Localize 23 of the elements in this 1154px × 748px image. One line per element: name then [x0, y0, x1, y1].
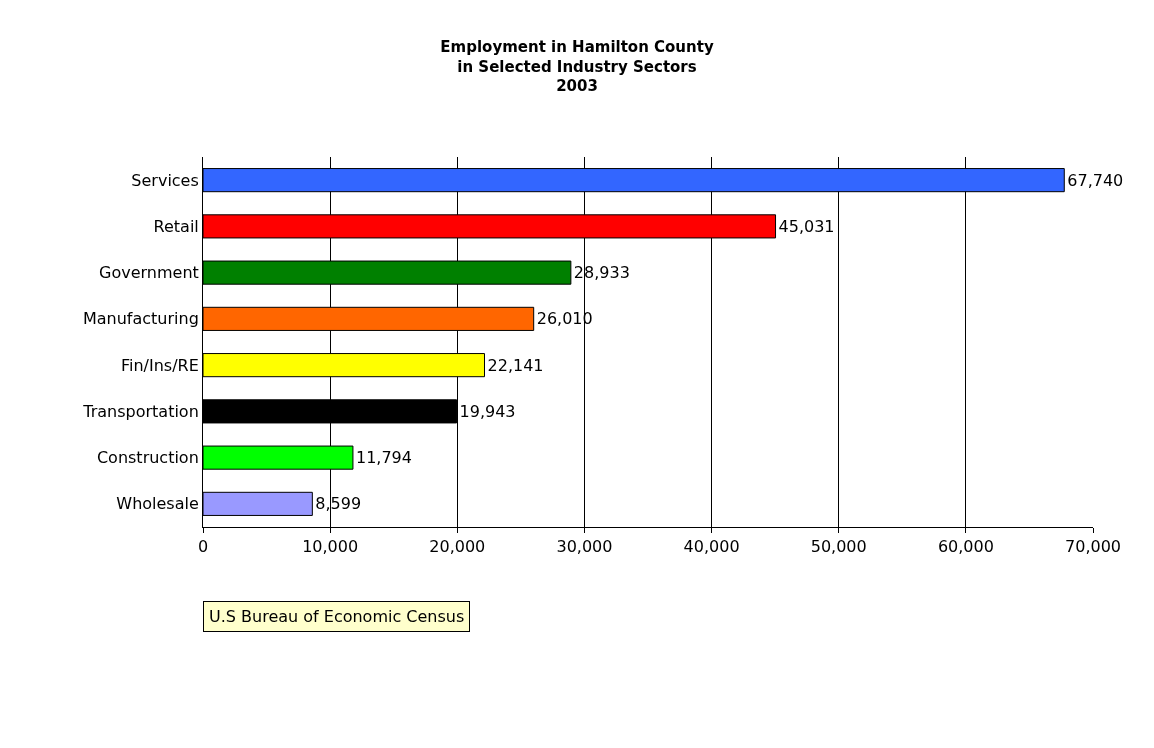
y-tick-label: Government — [99, 263, 199, 283]
y-tick-label: Retail — [153, 216, 199, 236]
data-label: 22,141 — [487, 355, 544, 375]
y-tick-label: Manufacturing — [82, 309, 199, 329]
data-label: 67,740 — [1067, 170, 1124, 190]
x-tick-label: 0 — [197, 537, 209, 557]
y-tick-label: Wholesale — [116, 494, 199, 514]
y-tick-label: Services — [131, 170, 199, 190]
y-tick-label: Construction — [96, 448, 199, 468]
data-label: 19,943 — [459, 401, 516, 421]
y-tick-label: Transportation — [82, 401, 199, 421]
data-label: 11,794 — [355, 448, 412, 468]
x-tick-label: 50,000 — [810, 537, 867, 557]
chart-title: Employment in Hamilton County in Selected Industry Sectors 2003 — [440, 38, 714, 96]
x-tick-label: 10,000 — [302, 537, 359, 557]
data-label: 45,031 — [778, 216, 835, 236]
x-tick-label: 60,000 — [937, 537, 994, 557]
x-tick-label: 40,000 — [683, 537, 740, 557]
y-tick-label: Fin/Ins/RE — [120, 355, 199, 375]
x-tick-label: 30,000 — [556, 537, 613, 557]
x-tick-label: 70,000 — [1065, 537, 1121, 557]
x-tick-label: 20,000 — [429, 537, 486, 557]
text: U.S Bureau of Economic Census — [209, 607, 465, 626]
